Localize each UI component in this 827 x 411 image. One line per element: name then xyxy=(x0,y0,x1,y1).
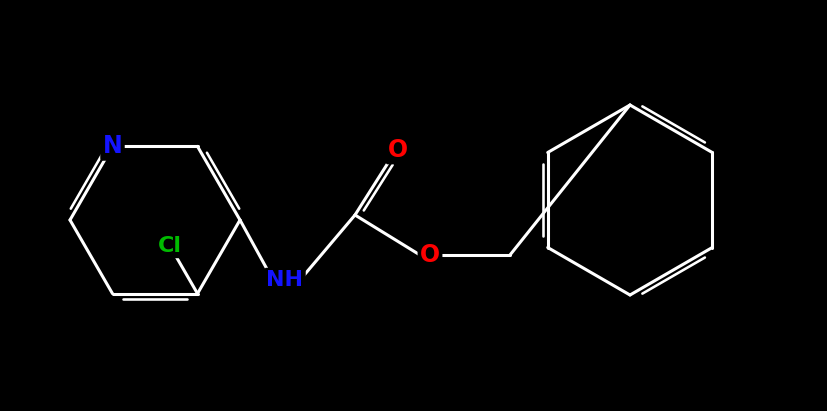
Text: Cl: Cl xyxy=(158,236,182,256)
Text: O: O xyxy=(420,243,440,267)
Text: N: N xyxy=(103,134,122,158)
Text: NH: NH xyxy=(266,270,304,290)
Text: O: O xyxy=(388,138,408,162)
